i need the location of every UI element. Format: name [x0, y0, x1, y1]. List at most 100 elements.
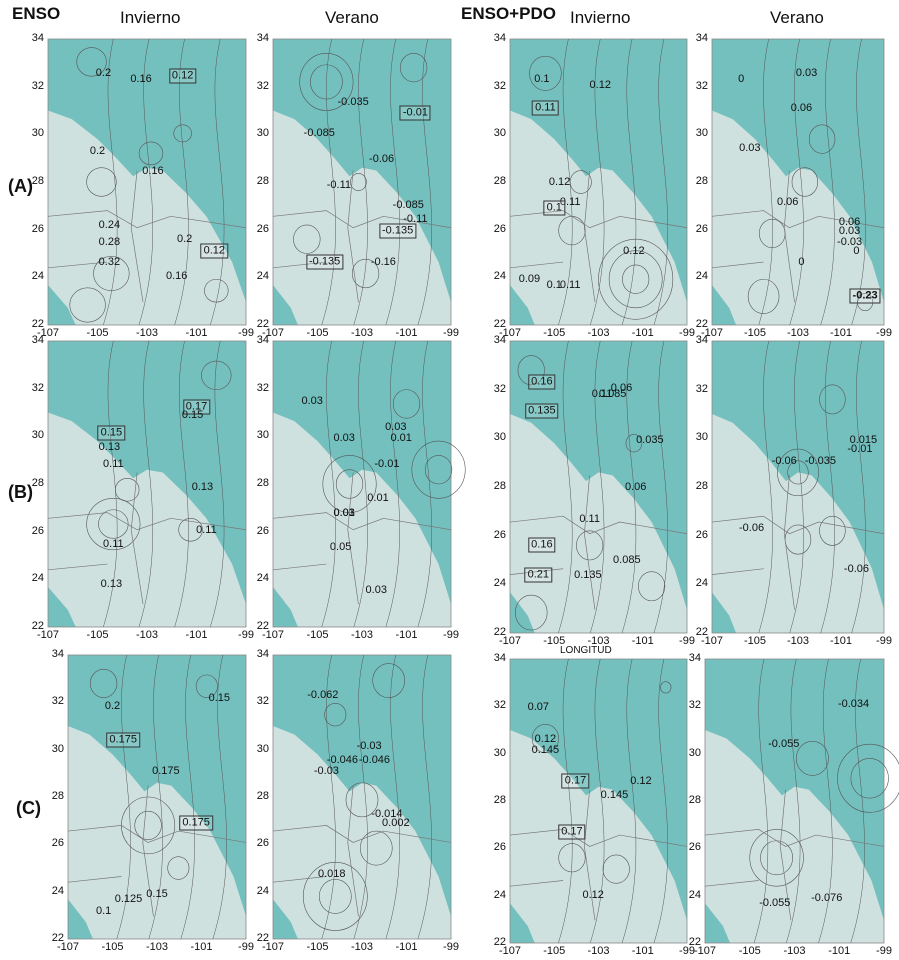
contour-line — [558, 340, 573, 634]
longitude-tick-label: -101 — [395, 629, 418, 641]
longitude-tick-label: -99 — [679, 635, 695, 647]
contour-line — [621, 340, 637, 634]
latitude-tick-label: 34 — [688, 652, 701, 664]
contour-line — [851, 340, 866, 634]
latitude-tick-label: 26 — [51, 837, 64, 850]
latitude-tick-label: 28 — [31, 477, 44, 489]
contour-line — [602, 854, 630, 884]
latitude-tick-label: 32 — [688, 699, 701, 712]
sea-region — [712, 341, 884, 610]
state-border — [272, 472, 452, 605]
longitude-tick-label: -103 — [135, 327, 159, 339]
contour-line — [590, 340, 605, 634]
contour-value-label: 0 — [738, 73, 745, 86]
contour-line — [653, 340, 668, 634]
contour-line — [372, 663, 406, 698]
contour-value-label: -0.135 — [306, 254, 344, 270]
contour-value-label: 0.11 — [591, 387, 613, 400]
contour-value-label: -0.06 — [771, 454, 797, 467]
contour-line — [134, 810, 162, 840]
longitude-tick-label: -105 — [543, 327, 566, 339]
contour-value-label: 0.085 — [598, 387, 627, 400]
contour-value-label: 0.16 — [142, 164, 164, 177]
contour-line — [385, 654, 400, 940]
contour-value-label: 0.11 — [103, 538, 124, 551]
map-frame — [272, 38, 452, 326]
contour-value-label: 0.03 — [795, 67, 818, 80]
contour-line — [789, 340, 804, 634]
contour-line — [576, 530, 604, 561]
contour-line — [385, 38, 400, 326]
contour-value-label: 0.145 — [600, 789, 629, 802]
contour-value-label: 0.09 — [518, 273, 541, 286]
longitude-axis-label: LONGITUD — [560, 645, 612, 656]
sea-region — [510, 659, 687, 921]
contour-line — [353, 654, 368, 940]
sea-region — [510, 39, 687, 303]
map-panel-a-ensopdo-verano: 0 0.03 0.06 0.03 0.06 0.06 0.03 0 -0.03 0 -0.23 — [711, 38, 885, 326]
contour-line — [787, 460, 809, 485]
longitude-tick-label: -101 — [185, 629, 208, 641]
latitude-tick-label: 30 — [493, 127, 506, 140]
contour-line — [353, 340, 368, 628]
pacific-region — [273, 586, 298, 627]
contour-line — [93, 256, 130, 291]
contour-map — [704, 658, 899, 944]
contour-line — [747, 278, 780, 314]
contour-line — [820, 340, 835, 634]
contour-value-label: 0.06 — [610, 381, 633, 394]
contour-line — [417, 38, 432, 326]
longitude-tick-label: -107 — [700, 327, 724, 339]
contour-value-label: 0.085 — [613, 554, 641, 566]
pacific-region — [48, 586, 76, 627]
map-frame — [711, 340, 885, 634]
latitude-tick-label: 28 — [256, 175, 269, 187]
contour-value-label: 0.17 — [558, 824, 586, 840]
contour-line — [784, 524, 812, 555]
state-border — [509, 475, 688, 610]
contour-value-label: 0.03 — [365, 583, 387, 596]
contour-line — [758, 38, 773, 326]
contour-value-label: 0.175 — [106, 732, 140, 748]
contour-line — [417, 654, 432, 940]
longitude-tick-label: -107 — [498, 327, 522, 339]
longitude-tick-label: -99 — [238, 327, 254, 339]
pacific-region — [273, 899, 298, 939]
longitude-tick-label: -105 — [306, 629, 329, 641]
contour-value-label: 0.12 — [548, 176, 571, 188]
longitude-tick-label: -103 — [783, 945, 806, 957]
latitude-tick-label: 22 — [493, 626, 506, 638]
header-ensopdo-verano: Verano — [770, 8, 824, 27]
contour-map — [272, 340, 466, 628]
latitude-tick-label: 28 — [695, 480, 708, 492]
latitude-tick-label: 26 — [493, 528, 506, 541]
contour-map — [509, 340, 688, 634]
contour-value-label: 0.03 — [838, 224, 861, 237]
latitude-tick-label: 32 — [31, 79, 44, 92]
latitude-tick-label: 30 — [256, 742, 269, 755]
contour-map — [711, 38, 885, 326]
map-panel-a-enso-verano: -0.035 -0.085 -0.01 -0.06 -0.11 -0.085 -0.11 -0… — [272, 38, 452, 326]
map-frame — [704, 658, 885, 944]
contour-value-label: 0.06 — [624, 481, 647, 493]
contour-line — [210, 38, 225, 326]
longitude-tick-label: -107 — [261, 941, 285, 953]
map-frame — [47, 38, 247, 326]
contour-line — [212, 654, 227, 940]
contour-line — [345, 782, 379, 818]
contour-value-label: -0.076 — [811, 891, 843, 904]
contour-line — [299, 53, 354, 111]
contour-value-label: 0.1 — [534, 73, 550, 86]
latitude-tick-label: 28 — [51, 790, 64, 802]
latitude-tick-label: 22 — [51, 932, 64, 944]
contour-value-label: 0.03 — [333, 506, 355, 519]
sea-region — [510, 341, 687, 610]
longitude-tick-label: -101 — [829, 327, 853, 339]
latitude-tick-label: 24 — [695, 577, 708, 590]
state-border — [711, 170, 885, 303]
longitude-tick-label: -101 — [190, 941, 213, 953]
map-panel-c-enso-invierno: 0.2 0.175 0.15 0.175 0.175 0.1 0.125 0.15 — [67, 654, 247, 940]
contour-value-label: 0.13 — [98, 440, 121, 453]
contour-value-label: 0.11 — [532, 100, 559, 116]
longitude-tick-label: -103 — [786, 635, 810, 647]
